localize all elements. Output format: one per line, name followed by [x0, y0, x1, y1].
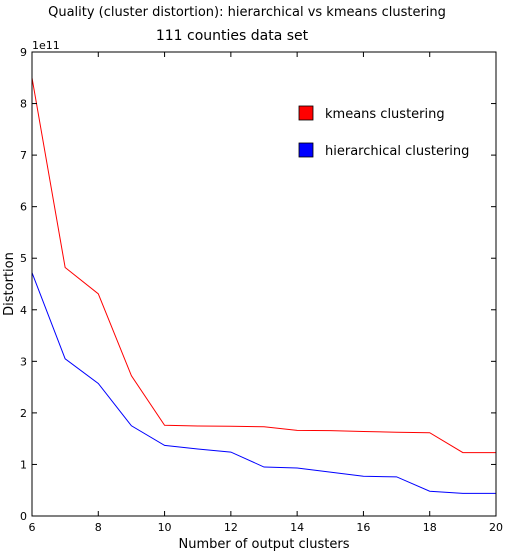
- y-tick-label: 6: [20, 201, 27, 214]
- y-tick-label: 5: [20, 252, 27, 265]
- chart-subtitle: 111 counties data set: [156, 28, 309, 44]
- y-axis-exponent: 1e11: [32, 39, 60, 52]
- x-tick-label: 8: [95, 521, 102, 534]
- series-line-1: [31, 272, 496, 494]
- y-tick-label: 3: [20, 355, 27, 368]
- y-tick-label: 4: [20, 304, 27, 317]
- plot-lines: [31, 77, 496, 494]
- x-axis-label: Number of output clusters: [178, 537, 349, 552]
- y-tick-label: 2: [20, 407, 27, 420]
- chart-title: Quality (cluster distortion): hierarchic…: [48, 5, 446, 20]
- x-tick-label: 12: [224, 521, 238, 534]
- y-tick-label: 0: [20, 510, 27, 523]
- x-tick-label: 16: [356, 521, 370, 534]
- x-tick-label: 20: [489, 521, 503, 534]
- plot-frame: [31, 51, 497, 517]
- series-line-0: [31, 77, 496, 454]
- x-tick-label: 18: [423, 521, 437, 534]
- legend-swatch-1: [298, 142, 314, 158]
- y-tick-label: 9: [20, 46, 27, 59]
- legend-label-1: hierarchical clustering: [325, 144, 469, 159]
- legend: kmeans clustering hierarchical clustering: [298, 105, 469, 159]
- legend-label-0: kmeans clustering: [325, 107, 445, 122]
- y-tick-label: 1: [20, 458, 27, 471]
- y-axis-label: Distortion: [2, 252, 17, 316]
- y-tick-label: 8: [20, 98, 27, 111]
- x-tick-label: 10: [158, 521, 172, 534]
- y-tick-label: 7: [20, 149, 27, 162]
- legend-swatch-0: [298, 105, 314, 121]
- x-tick-label: 6: [29, 521, 36, 534]
- x-tick-label: 14: [290, 521, 304, 534]
